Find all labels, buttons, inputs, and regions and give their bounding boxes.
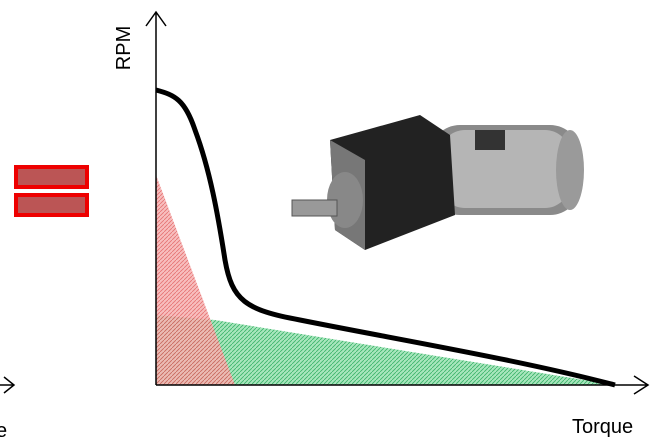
torque-curve: [155, 87, 616, 388]
green-region: [156, 315, 615, 385]
equals-bar: [14, 193, 89, 217]
equals-bar: [14, 165, 89, 189]
motor-image: [291, 115, 584, 250]
red-region: [156, 175, 235, 385]
label-fragment: e: [0, 420, 7, 442]
left-fragment: e: [0, 165, 89, 442]
axes: [145, 10, 650, 395]
y-axis-label: RPM: [113, 26, 135, 70]
x-axis-label: Torque: [572, 416, 633, 438]
